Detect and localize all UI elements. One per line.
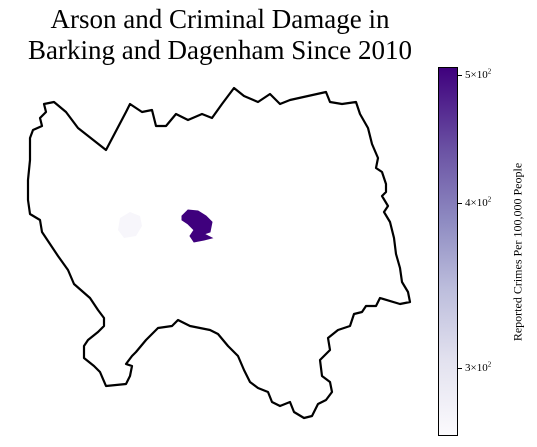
colorbar-tick-label-500: 5×102: [465, 67, 492, 81]
colorbar-tick-label-300: 3×102: [465, 360, 492, 374]
colorbar-label: Reported Crimes Per 100,000 People: [510, 162, 525, 342]
colorbar: [438, 67, 458, 436]
borough-boundary: [26, 86, 412, 420]
map-title: Arson and Criminal Damage in Barking and…: [0, 4, 440, 66]
map-title-line1: Arson and Criminal Damage in: [50, 4, 390, 34]
colorbar-tick: [458, 368, 462, 369]
map-title-line2: Barking and Dagenham Since 2010: [28, 35, 412, 65]
colorbar-tick-label-400: 4×102: [465, 195, 492, 209]
colorbar-tick: [458, 203, 462, 204]
colorbar-tick: [458, 75, 462, 76]
high-crime-ward-shape: [181, 209, 214, 243]
low-crime-ward-shape: [118, 212, 142, 238]
